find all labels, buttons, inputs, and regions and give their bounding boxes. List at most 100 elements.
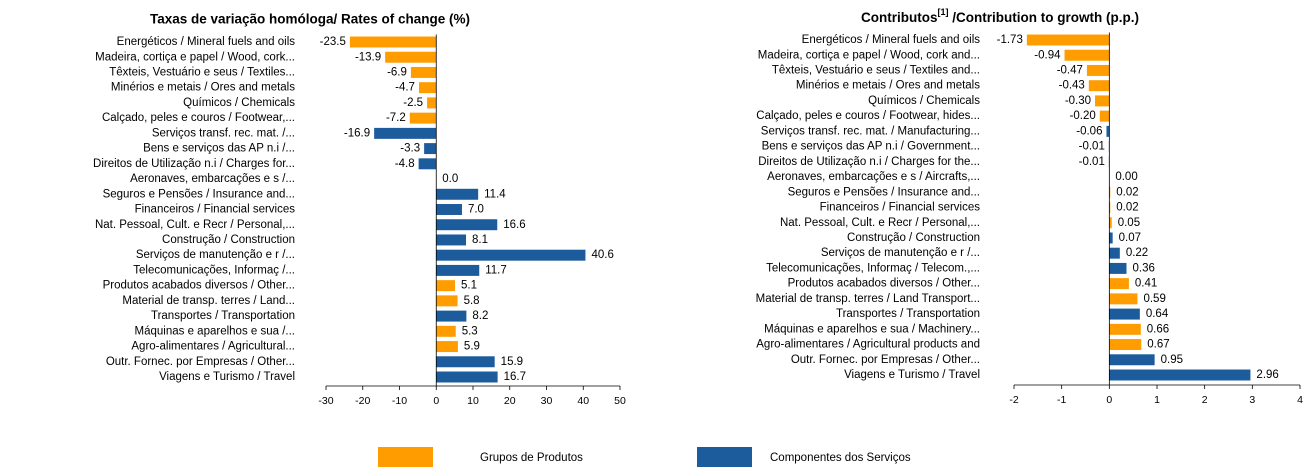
- value-label: -16.9: [344, 127, 370, 139]
- bar: [1088, 80, 1110, 92]
- bar: [349, 36, 437, 48]
- value-label: 40.6: [591, 249, 613, 261]
- y-tick-label: Construção / Construction: [162, 234, 295, 246]
- value-label: 0.36: [1132, 262, 1154, 274]
- value-label: -0.20: [1070, 110, 1096, 122]
- value-label: 11.4: [484, 188, 506, 200]
- y-tick-label: Nat. Pessoal, Cult. e Recr / Personal,..…: [95, 219, 295, 231]
- title-superscript: [1]: [938, 7, 949, 17]
- y-tick-label: Produtos acabados diversos / Other...: [788, 278, 980, 290]
- bar: [418, 158, 437, 170]
- bar: [1109, 339, 1142, 351]
- bar: [1026, 34, 1110, 46]
- value-label: 0.67: [1147, 339, 1169, 351]
- value-label: 0.05: [1118, 217, 1140, 229]
- value-label: -0.06: [1076, 125, 1102, 137]
- y-tick-label: Material de transp. terres / Land Transp…: [756, 293, 980, 305]
- x-tick-label: 30: [541, 395, 553, 407]
- value-label: 0.22: [1126, 247, 1148, 259]
- bar: [1109, 186, 1111, 198]
- value-label: 2.96: [1256, 369, 1278, 381]
- value-label: -23.5: [320, 36, 346, 48]
- y-tick-label: Têxteis, Vestuário e seus / Textiles...: [109, 66, 295, 78]
- value-label: -0.30: [1065, 95, 1091, 107]
- x-tick-label: 40: [577, 395, 589, 407]
- bar: [385, 51, 437, 63]
- y-tick-label: Químicos / Chemicals: [868, 95, 980, 107]
- y-tick-label: Calçado, peles e couros / Footwear,...: [102, 112, 295, 124]
- y-tick-label: Telecomunicações, Informaç /...: [133, 264, 295, 276]
- bar: [1109, 232, 1113, 244]
- value-label: -7.2: [386, 112, 406, 124]
- value-label: 0.59: [1143, 293, 1165, 305]
- value-label: 0.64: [1146, 308, 1169, 320]
- value-label: -0.47: [1057, 64, 1083, 76]
- y-tick-label: Serviços transf. rec. mat. / Manufacturi…: [761, 125, 980, 137]
- y-tick-label: Serviços de manutenção e r /...: [136, 249, 295, 261]
- y-tick-label: Seguros e Pensões / Insurance and...: [788, 186, 980, 198]
- title-suffix: /Contribution to growth (p.p.): [949, 10, 1139, 25]
- bar: [1106, 125, 1110, 137]
- bar: [436, 371, 498, 383]
- x-tick-label: -30: [318, 395, 333, 407]
- y-tick-label: Nat. Pessoal, Cult. e Recr / Personal,..…: [780, 217, 980, 229]
- y-tick-label: Madeira, cortiça e papel / Wood, cork an…: [758, 49, 980, 61]
- bar: [436, 280, 455, 292]
- x-tick-label: 20: [504, 395, 516, 407]
- value-label: -2.5: [403, 97, 423, 109]
- bar: [436, 295, 458, 307]
- bar: [436, 325, 456, 337]
- value-label: 15.9: [501, 356, 523, 368]
- y-tick-label: Têxteis, Vestuário e seus / Textiles and…: [772, 64, 980, 76]
- value-label: 5.8: [464, 295, 480, 307]
- y-tick-label: Máquinas e aparelhos e sua / Machinery..…: [764, 323, 980, 335]
- value-label: -3.3: [400, 143, 420, 155]
- value-label: 5.9: [464, 341, 480, 353]
- value-label: 0.66: [1147, 323, 1169, 335]
- legend-swatch: [697, 447, 752, 467]
- bar: [436, 356, 495, 368]
- x-tick-label: 4: [1297, 394, 1303, 406]
- title-main: Contributos: [861, 10, 938, 25]
- y-tick-label: Direitos de Utilização n.i / Charges for…: [758, 156, 980, 168]
- y-tick-label: Aeronaves, embarcações e s /...: [130, 173, 295, 185]
- value-label: 0.02: [1116, 186, 1138, 198]
- x-tick-label: -2: [1009, 394, 1018, 406]
- y-tick-label: Transportes / Transportation: [836, 308, 980, 320]
- bar: [1109, 308, 1140, 320]
- bar: [1109, 369, 1251, 381]
- x-tick-label: -20: [355, 395, 370, 407]
- bar: [1099, 110, 1110, 122]
- bar: [436, 341, 458, 353]
- x-tick-label: -10: [392, 395, 407, 407]
- y-tick-label: Outr. Fornec. por Empresas / Other...: [791, 354, 980, 366]
- bar: [1109, 354, 1155, 366]
- y-tick-label: Serviços transf. rec. mat. /...: [152, 127, 295, 139]
- value-label: -6.9: [387, 66, 407, 78]
- value-label: 16.6: [503, 219, 525, 231]
- y-tick-label: Viagens e Turismo / Travel: [844, 369, 980, 381]
- x-tick-label: 1: [1154, 394, 1160, 406]
- x-tick-label: -1: [1057, 394, 1066, 406]
- bar: [409, 112, 437, 124]
- value-label: 11.7: [485, 264, 507, 276]
- y-tick-label: Material de transp. terres / Land...: [122, 295, 295, 307]
- value-label: 8.2: [472, 310, 488, 322]
- bar: [424, 143, 437, 155]
- x-tick-label: 0: [1106, 394, 1112, 406]
- bar: [1064, 49, 1110, 61]
- value-label: 0.41: [1135, 278, 1157, 290]
- bar: [410, 66, 437, 78]
- value-label: 0.00: [1115, 171, 1137, 183]
- value-label: -0.43: [1059, 80, 1085, 92]
- bar: [436, 204, 462, 215]
- bar: [1109, 247, 1120, 259]
- bar: [1109, 217, 1112, 229]
- y-tick-label: Produtos acabados diversos / Other...: [103, 280, 295, 292]
- bar: [1109, 202, 1111, 213]
- bar: [1109, 278, 1129, 290]
- value-label: -13.9: [355, 51, 381, 63]
- y-tick-label: Agro-alimentares / Agricultural...: [131, 341, 295, 353]
- bar: [436, 264, 480, 276]
